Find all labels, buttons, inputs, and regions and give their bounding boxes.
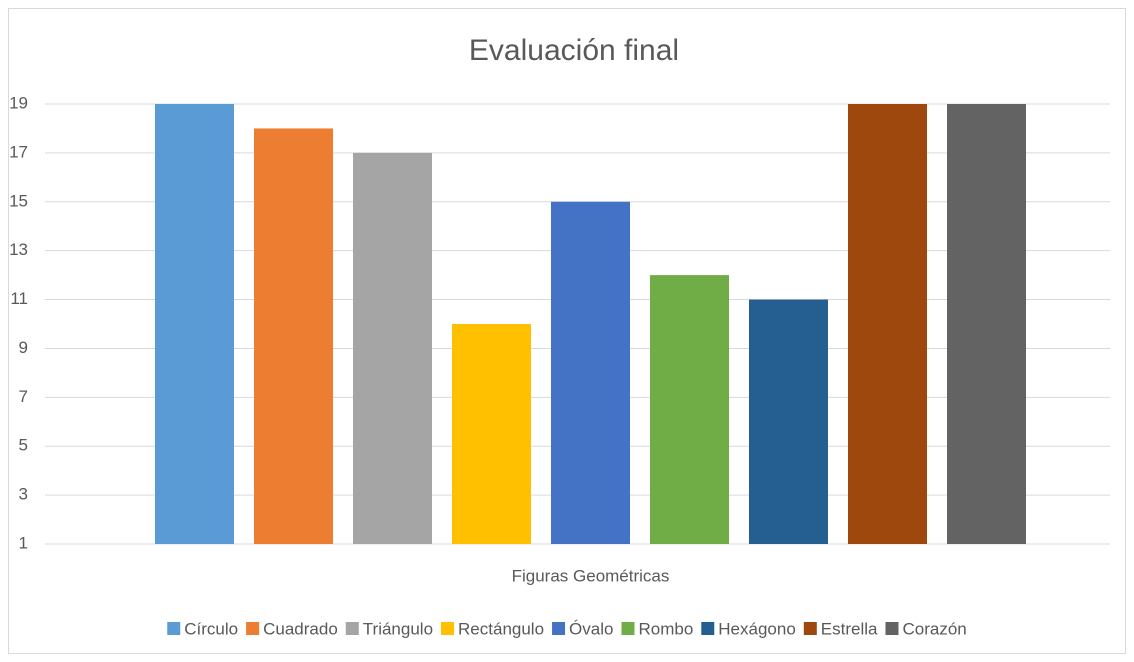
bar xyxy=(155,104,234,544)
bar xyxy=(551,201,630,544)
x-tick-label: Figuras Geométricas xyxy=(512,566,670,585)
y-tick-label: 3 xyxy=(19,485,28,504)
bar xyxy=(254,128,333,544)
y-tick-label: 13 xyxy=(9,240,28,259)
legend-label: Corazón xyxy=(902,619,966,638)
legend-label: Círculo xyxy=(184,619,238,638)
bar xyxy=(650,275,729,544)
legend-label: Rectángulo xyxy=(458,619,544,638)
y-tick-label: 9 xyxy=(19,338,28,357)
bar xyxy=(947,104,1026,544)
legend-label: Estrella xyxy=(821,619,878,638)
y-tick-label: 17 xyxy=(9,142,28,161)
bar xyxy=(452,324,531,544)
y-tick-label: 5 xyxy=(19,436,28,455)
chart-title: Evaluación final xyxy=(469,34,679,67)
legend-swatch xyxy=(345,622,359,635)
bar xyxy=(848,104,927,544)
bar xyxy=(353,152,432,544)
legend-swatch xyxy=(246,622,260,635)
y-tick-label: 1 xyxy=(19,533,28,552)
legend-swatch xyxy=(441,622,455,635)
legend-label: Rombo xyxy=(638,619,693,638)
y-tick-label: 19 xyxy=(9,93,28,112)
legend-label: Hexágono xyxy=(718,619,796,638)
legend-swatch xyxy=(167,622,181,635)
legend-swatch xyxy=(803,622,817,635)
legend-swatch xyxy=(701,622,715,635)
bar xyxy=(749,299,828,544)
legend-label: Óvalo xyxy=(569,619,613,638)
legend-label: Cuadrado xyxy=(263,619,338,638)
legend-swatch xyxy=(621,622,635,635)
y-tick-label: 11 xyxy=(10,289,28,308)
y-tick-label: 7 xyxy=(19,387,28,406)
y-tick-label: 15 xyxy=(9,191,28,210)
legend-swatch xyxy=(552,622,566,635)
legend-swatch xyxy=(885,622,899,635)
legend-label: Triángulo xyxy=(363,619,433,638)
